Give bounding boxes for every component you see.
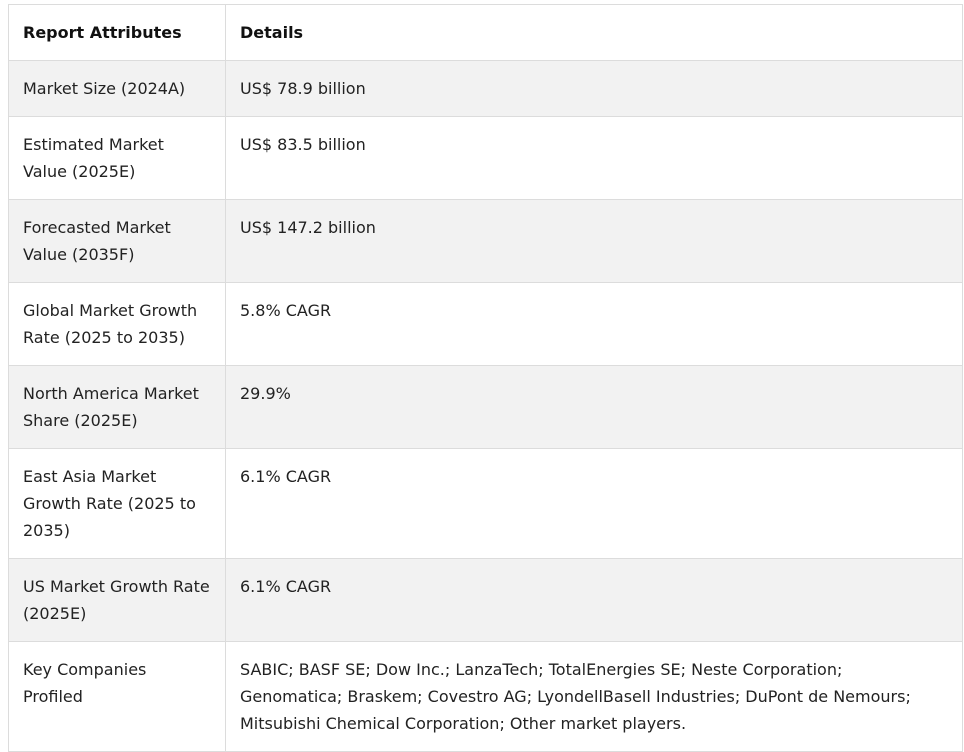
header-report-attributes: Report Attributes <box>8 4 226 61</box>
attribute-cell: Global Market Growth Rate (2025 to 2035) <box>8 282 226 366</box>
attribute-cell: US Market Growth Rate (2025E) <box>8 558 226 642</box>
attribute-cell: Market Size (2024A) <box>8 60 226 117</box>
details-cell: 5.8% CAGR <box>225 282 963 366</box>
table-row: Forecasted Market Value (2035F) US$ 147.… <box>8 199 963 283</box>
table-row: East Asia Market Growth Rate (2025 to 20… <box>8 448 963 559</box>
details-cell: US$ 78.9 billion <box>225 60 963 117</box>
details-cell: US$ 147.2 billion <box>225 199 963 283</box>
details-cell: 6.1% CAGR <box>225 558 963 642</box>
report-attributes-table: Report Attributes Details Market Size (2… <box>8 4 963 752</box>
attribute-cell: Forecasted Market Value (2035F) <box>8 199 226 283</box>
table-header-row: Report Attributes Details <box>8 4 963 61</box>
details-cell: SABIC; BASF SE; Dow Inc.; LanzaTech; Tot… <box>225 641 963 752</box>
details-cell: US$ 83.5 billion <box>225 116 963 200</box>
table-row: US Market Growth Rate (2025E) 6.1% CAGR <box>8 558 963 642</box>
details-cell: 29.9% <box>225 365 963 449</box>
attribute-cell: Estimated Market Value (2025E) <box>8 116 226 200</box>
table-row: Global Market Growth Rate (2025 to 2035)… <box>8 282 963 366</box>
table-row: North America Market Share (2025E) 29.9% <box>8 365 963 449</box>
attribute-cell: North America Market Share (2025E) <box>8 365 226 449</box>
header-details: Details <box>225 4 963 61</box>
table-row: Key Companies Profiled SABIC; BASF SE; D… <box>8 641 963 752</box>
attribute-cell: Key Companies Profiled <box>8 641 226 752</box>
report-attributes-table-container: Report Attributes Details Market Size (2… <box>8 4 963 752</box>
attribute-cell: East Asia Market Growth Rate (2025 to 20… <box>8 448 226 559</box>
details-cell: 6.1% CAGR <box>225 448 963 559</box>
table-row: Estimated Market Value (2025E) US$ 83.5 … <box>8 116 963 200</box>
table-row: Market Size (2024A) US$ 78.9 billion <box>8 60 963 117</box>
